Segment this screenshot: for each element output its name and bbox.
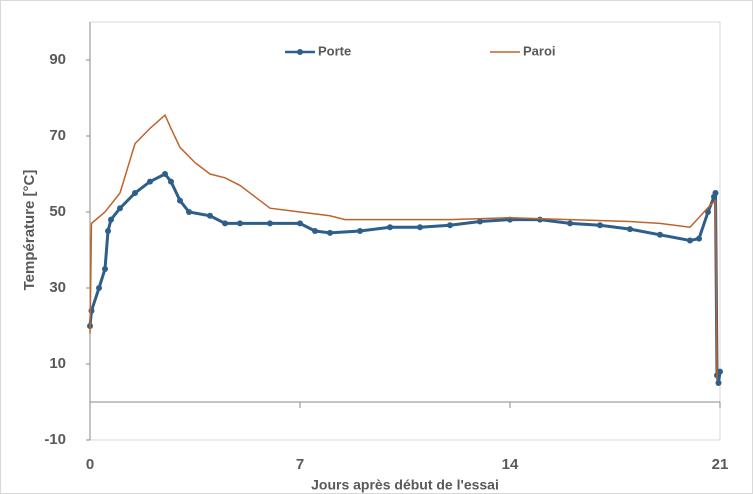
x-tick-label: 21 <box>712 456 729 473</box>
plot-area <box>89 21 721 441</box>
legend-marker <box>297 49 303 55</box>
y-tick-label: 70 <box>49 127 66 144</box>
x-axis-label: Jours après début de l'essai <box>311 477 499 493</box>
series-marker <box>297 220 303 227</box>
legend-label: Paroi <box>523 43 556 58</box>
series-marker <box>712 190 719 196</box>
y-tick-label: 90 <box>49 51 66 68</box>
series-marker <box>105 228 111 234</box>
series-marker <box>537 216 543 223</box>
series-marker <box>567 220 573 227</box>
series-marker <box>132 190 138 196</box>
series-marker <box>96 285 102 291</box>
series-marker <box>117 205 123 212</box>
series-marker <box>387 224 393 231</box>
x-tick-label: 0 <box>86 456 94 473</box>
series-marker <box>447 222 453 229</box>
series-marker <box>715 380 722 386</box>
y-tick-label: 50 <box>49 203 66 220</box>
series-marker <box>696 235 702 242</box>
series-marker <box>705 209 711 215</box>
x-tick-label: 7 <box>296 456 304 473</box>
series-marker <box>717 368 723 375</box>
series-line <box>88 172 722 384</box>
series-marker <box>102 266 108 272</box>
series-marker <box>186 209 192 215</box>
series-marker <box>207 212 213 219</box>
series-marker <box>222 220 228 227</box>
series-marker <box>627 226 633 233</box>
legend: Porte Paroi <box>285 43 556 58</box>
series-marker <box>357 228 363 234</box>
series-marker <box>177 197 183 204</box>
legend-label: Porte <box>318 43 351 58</box>
series-marker <box>108 216 114 223</box>
series-marker <box>312 228 318 234</box>
series-marker <box>477 218 483 225</box>
y-axis-label: Température [°C] <box>21 170 38 291</box>
series-marker <box>417 224 423 231</box>
y-tick-label: -10 <box>44 431 66 448</box>
series-marker <box>147 178 153 185</box>
y-tick-label: 30 <box>49 279 66 296</box>
series-marker <box>162 171 168 177</box>
series-marker <box>597 222 603 229</box>
series-marker <box>168 178 174 185</box>
series-marker <box>237 220 243 227</box>
series-marker <box>88 307 95 314</box>
y-tick-label: 10 <box>49 355 66 372</box>
series-marker <box>327 229 333 236</box>
series-marker <box>657 231 663 238</box>
series-line <box>89 113 718 380</box>
series-marker <box>267 220 273 227</box>
x-tick-label: 14 <box>502 456 519 473</box>
series-marker <box>687 237 693 244</box>
